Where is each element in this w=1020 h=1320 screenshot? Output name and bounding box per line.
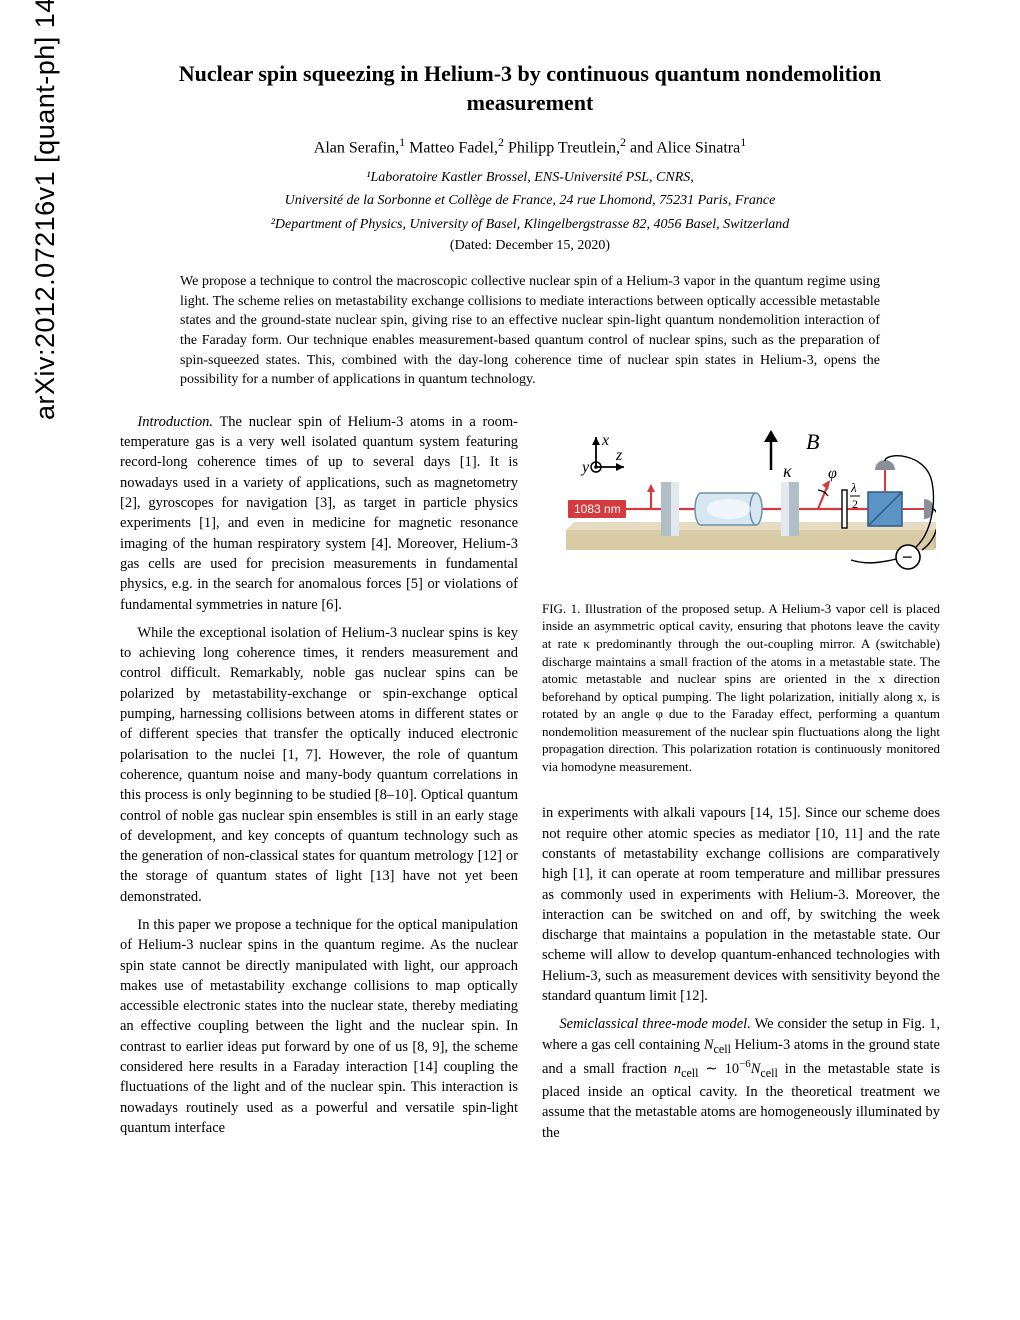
dated-line: (Dated: December 15, 2020) <box>120 238 940 254</box>
model-lead: Semiclassical three-mode model. <box>559 1016 750 1032</box>
right-p1: in experiments with alkali vapours [14, … <box>542 803 940 1006</box>
wavelength-label: 1083 nm <box>574 502 621 516</box>
abstract-text: We propose a technique to control the ma… <box>180 272 880 390</box>
affiliation-line: ¹Laboratoire Kastler Brossel, ENS-Univer… <box>120 168 940 188</box>
figure-svg: x y z B <box>546 412 936 592</box>
affiliation-line: ²Department of Physics, University of Ba… <box>120 215 940 235</box>
authors-line: Alan Serafin,1 Matteo Fadel,2 Philipp Tr… <box>120 135 940 157</box>
intro-lead: Introduction. <box>137 414 213 430</box>
lambda-label: λ <box>850 480 857 495</box>
arxiv-stamp: arXiv:2012.07216v1 [quant-ph] 14 Dec 202… <box>30 0 61 420</box>
figure-1: x y z B <box>542 412 940 775</box>
kappa-label: κ <box>783 461 792 481</box>
lambda-denom: 2 <box>852 497 858 511</box>
intro-p1: The nuclear spin of Helium-3 atoms in a … <box>120 414 518 613</box>
affiliation-line: Université de la Sorbonne et Collège de … <box>120 191 940 211</box>
intro-p2: While the exceptional isolation of Heliu… <box>120 623 518 907</box>
right-p2: We consider the setup in Fig. 1, where a… <box>542 1016 940 1140</box>
axis-z-label: z <box>615 447 623 464</box>
paper-title: Nuclear spin squeezing in Helium-3 by co… <box>120 60 940 117</box>
minus-label: − <box>902 547 913 567</box>
axis-x-label: x <box>601 432 609 449</box>
axis-y-label: y <box>580 459 590 476</box>
right-column: x y z B <box>542 412 940 1143</box>
left-column: Introduction. The nuclear spin of Helium… <box>120 412 518 1143</box>
phi-label: φ <box>828 465 837 482</box>
b-field-label: B <box>806 429 819 454</box>
figure-caption: FIG. 1. Illustration of the proposed set… <box>542 600 940 775</box>
intro-p3: In this paper we propose a technique for… <box>120 915 518 1138</box>
